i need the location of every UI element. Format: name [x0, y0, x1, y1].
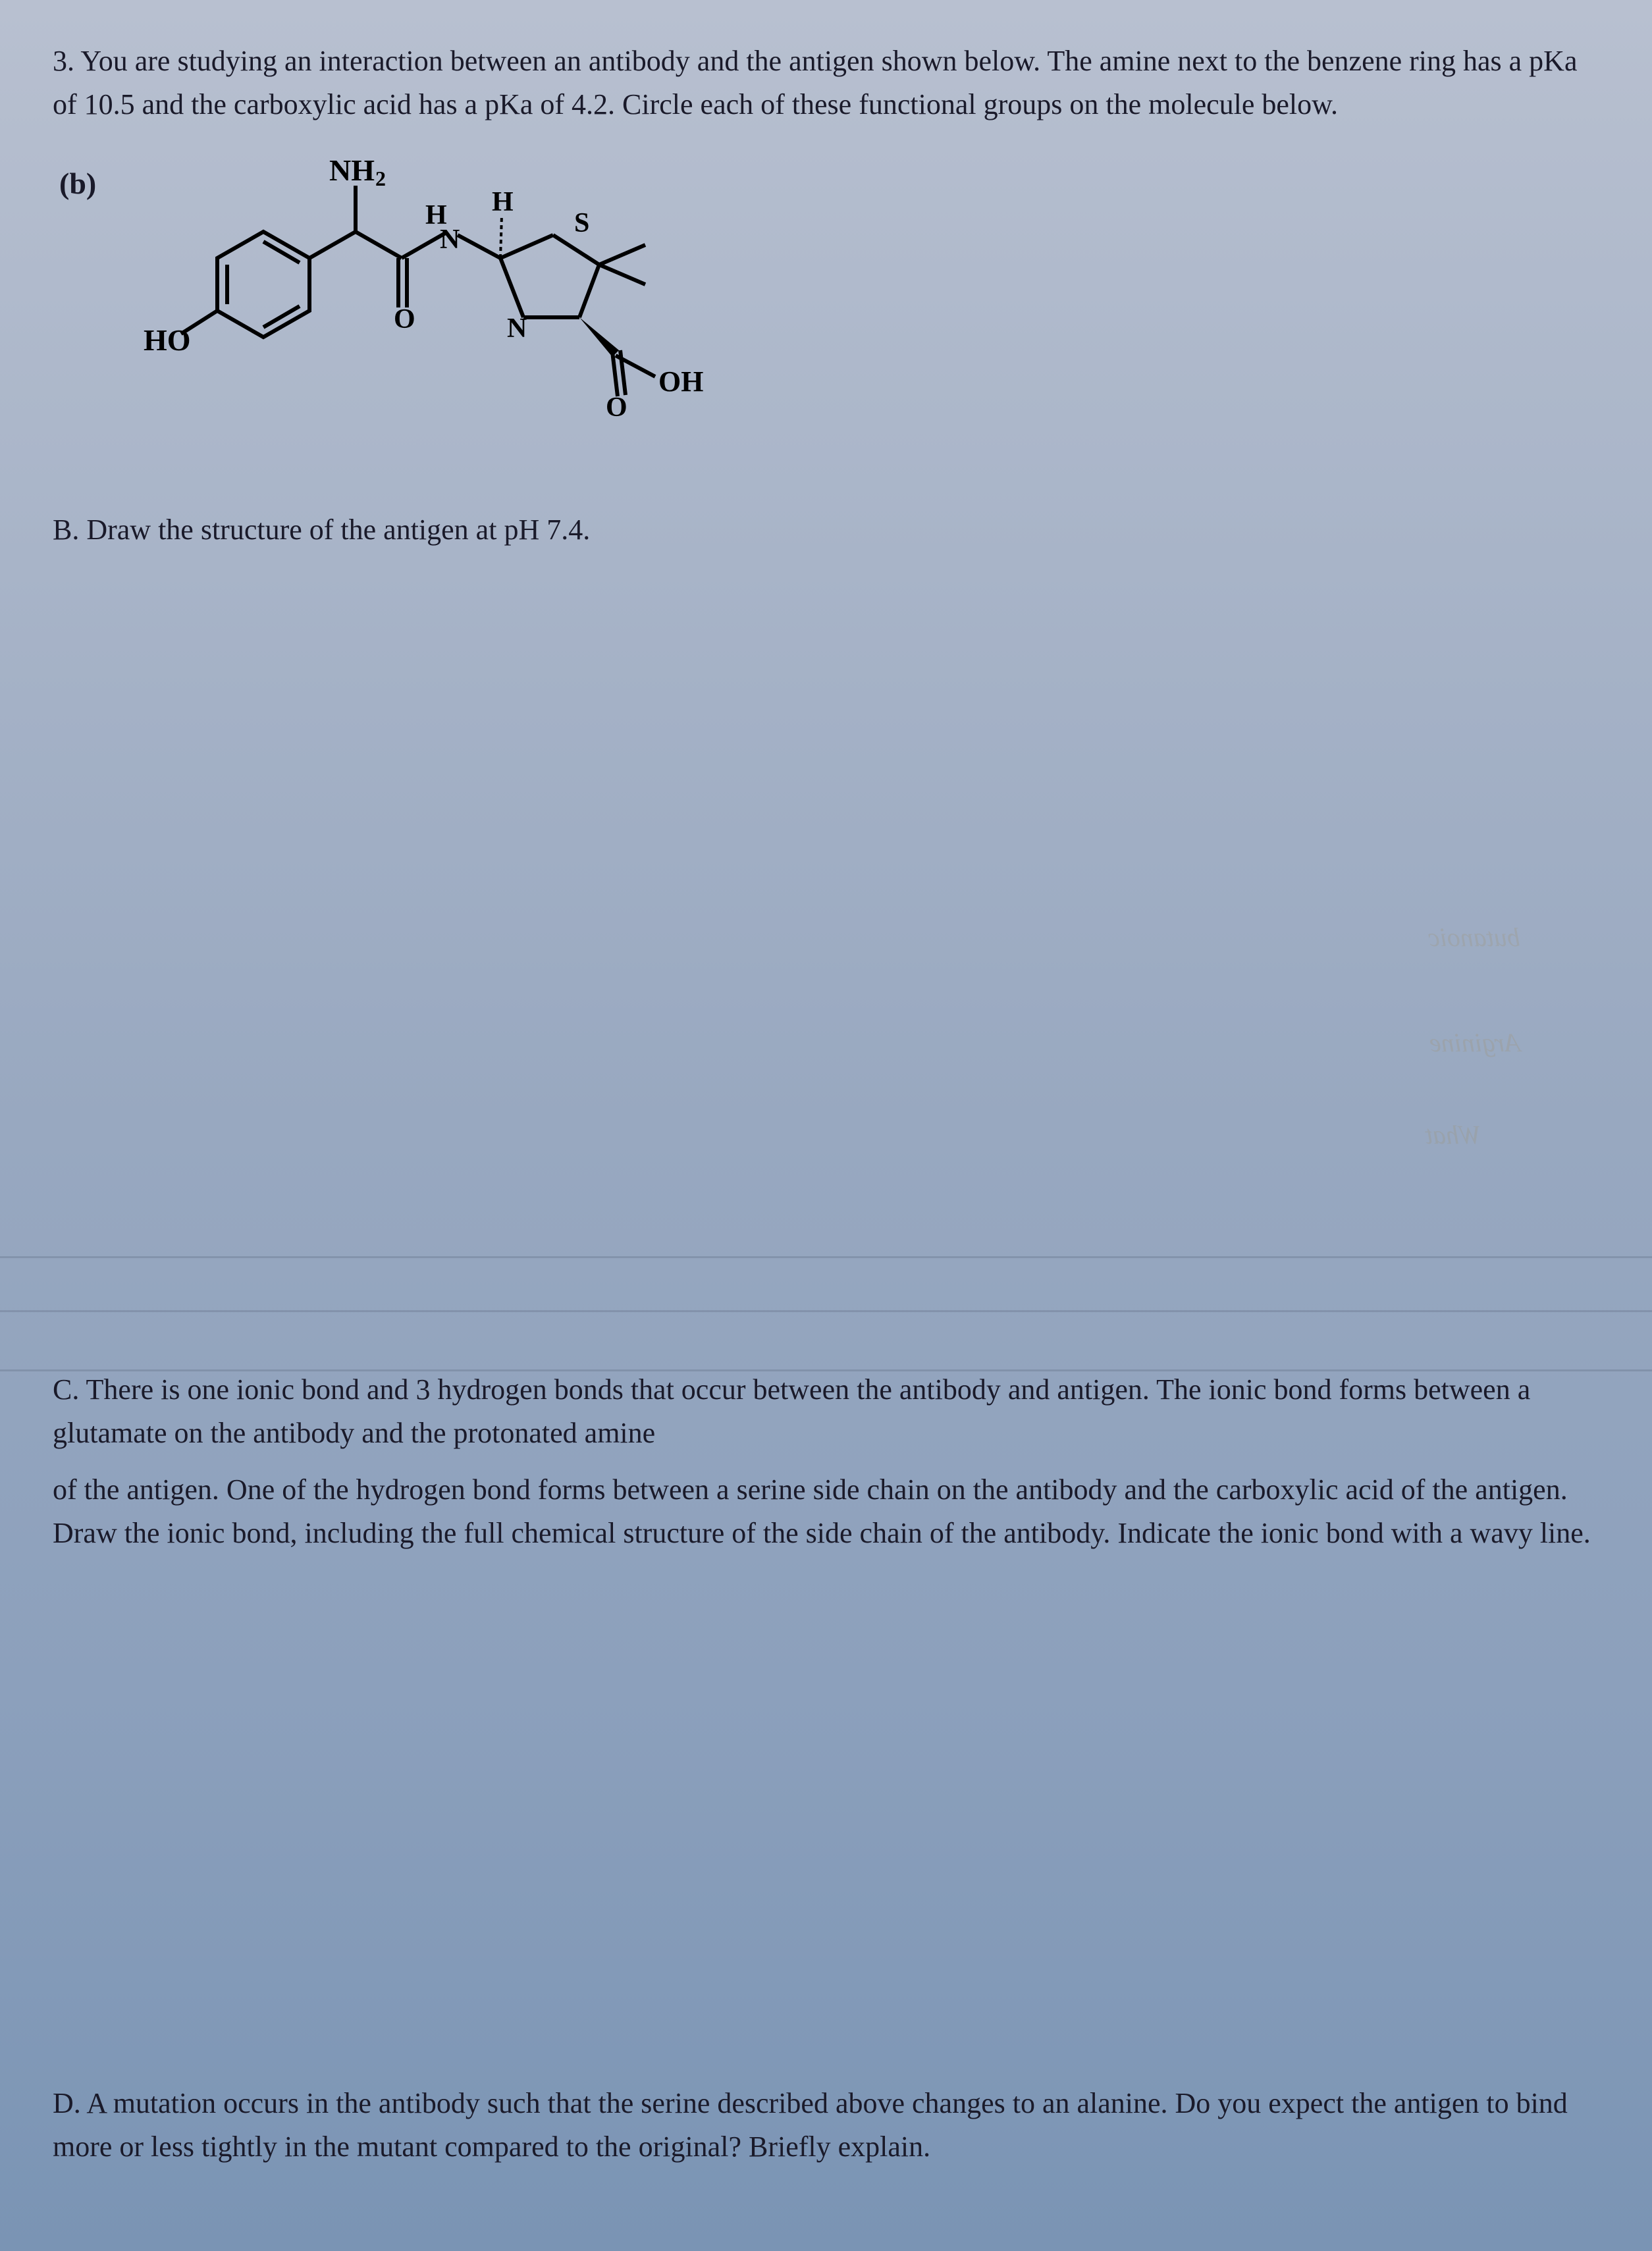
svg-text:2: 2 — [375, 167, 386, 190]
svg-text:O: O — [606, 392, 627, 423]
question-intro: 3. You are studying an interaction betwe… — [53, 40, 1599, 126]
svg-text:NH: NH — [329, 153, 375, 187]
section-b: B. Draw the structure of the antigen at … — [53, 508, 1599, 552]
paper-fold-3 — [0, 1369, 1652, 1371]
svg-text:O: O — [394, 304, 415, 334]
ghost-text-3: What — [1426, 1119, 1481, 1150]
svg-text:S: S — [574, 208, 589, 238]
ghost-text-2: Arginine — [1429, 1027, 1521, 1058]
paper-fold-1 — [0, 1256, 1652, 1258]
section-c-text1: C. There is one ionic bond and 3 hydroge… — [53, 1368, 1599, 1455]
ghost-text-1: butanoic — [1428, 922, 1520, 953]
svg-text:H: H — [492, 187, 514, 217]
section-b-text: B. Draw the structure of the antigen at … — [53, 514, 590, 546]
chemical-structure-svg: NH 2 HO O H N H S N O OH — [132, 153, 1053, 469]
section-d-text: D. A mutation occurs in the antibody suc… — [53, 2087, 1568, 2163]
svg-text:OH: OH — [658, 365, 703, 398]
section-d: D. A mutation occurs in the antibody suc… — [53, 2082, 1599, 2169]
part-b-label: (b) — [59, 166, 96, 201]
paper-fold-2 — [0, 1310, 1652, 1312]
svg-text:N: N — [507, 313, 527, 344]
question-body: You are studying an interaction between … — [53, 45, 1578, 120]
section-c: C. There is one ionic bond and 3 hydroge… — [53, 1368, 1599, 1555]
section-c-text2: of the antigen. One of the hydrogen bond… — [53, 1468, 1599, 1555]
svg-text:N: N — [440, 225, 460, 255]
svg-text:HO: HO — [144, 323, 191, 357]
molecule-diagram: (b) — [132, 153, 1053, 469]
question-number: 3. — [53, 45, 74, 77]
